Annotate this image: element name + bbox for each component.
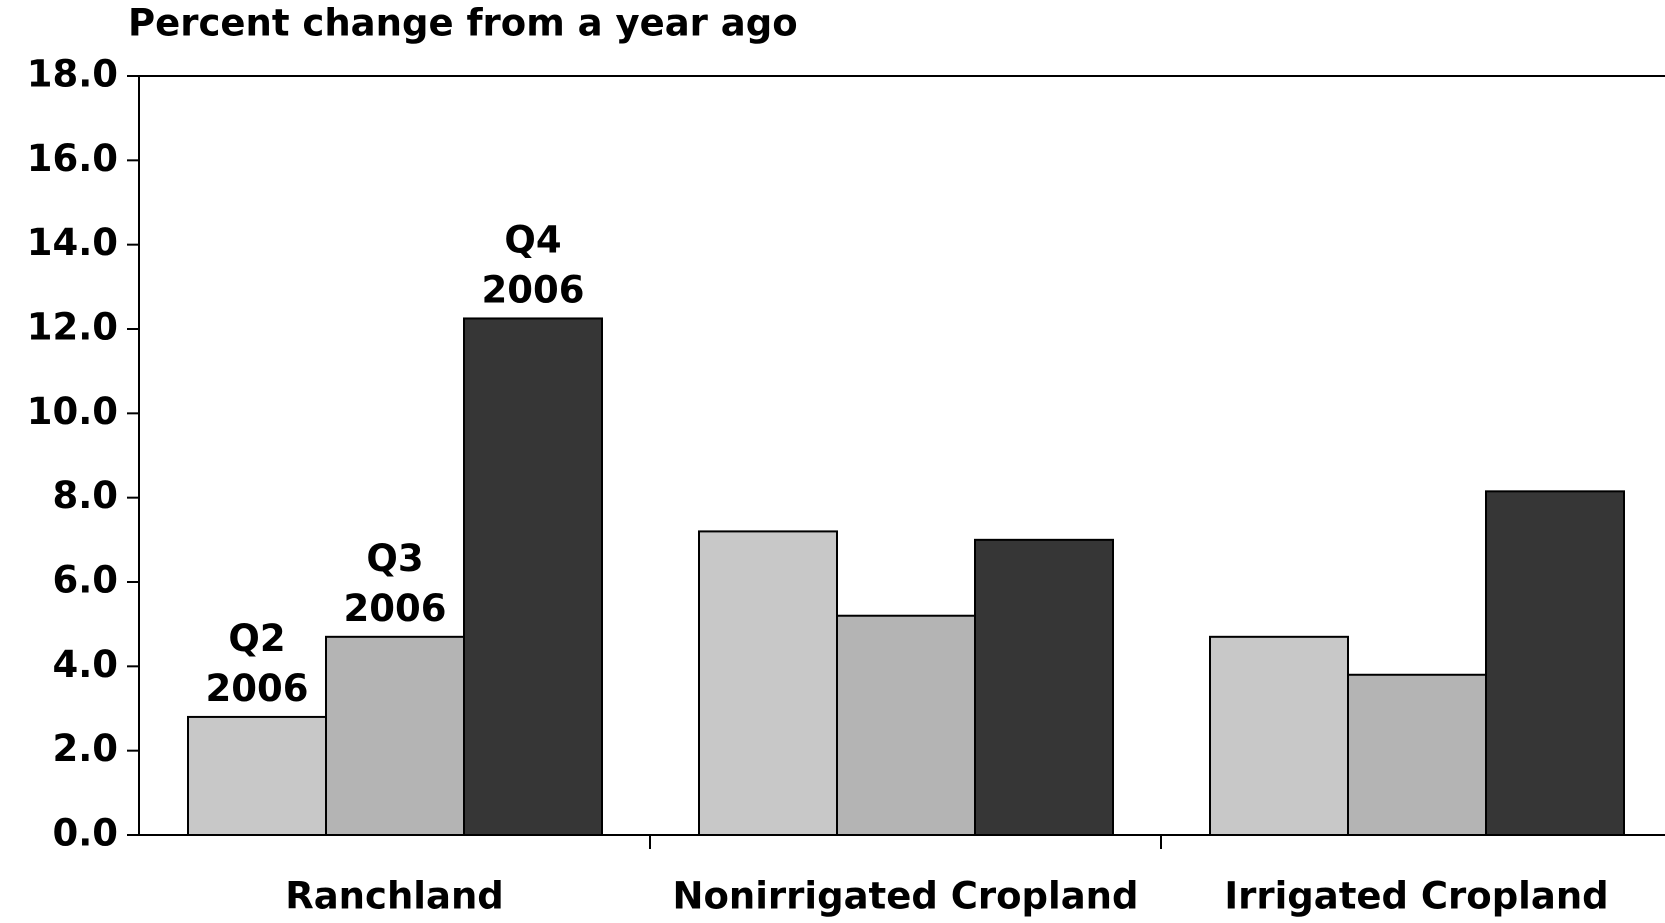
y-tick-label: 10.0 [27, 390, 118, 433]
bar [698, 530, 838, 837]
bar [463, 317, 603, 837]
chart-title: Percent change from a year ago [128, 2, 798, 45]
x-tick-label: Nonirrigated Cropland [673, 875, 1139, 918]
series-label: Q3 2006 [344, 536, 447, 629]
x-tick-label: Irrigated Cropland [1224, 875, 1608, 918]
bar [1485, 490, 1625, 836]
series-label: Q2 2006 [206, 616, 309, 709]
series-label: Q4 2006 [482, 218, 585, 311]
bar [974, 538, 1114, 836]
y-tick-label: 6.0 [52, 559, 118, 602]
y-tick-label: 14.0 [27, 221, 118, 264]
y-tick-label: 16.0 [27, 137, 118, 180]
y-tick-label: 2.0 [52, 727, 118, 770]
bar [1209, 635, 1349, 836]
y-tick-label: 4.0 [52, 643, 118, 686]
x-tick-label: Ranchland [285, 875, 504, 918]
bar [836, 614, 976, 836]
bar [1347, 673, 1487, 836]
y-tick-label: 0.0 [52, 812, 118, 855]
bar [187, 715, 327, 837]
y-tick-label: 12.0 [27, 306, 118, 349]
y-tick-label: 18.0 [27, 53, 118, 96]
bar [325, 635, 465, 836]
y-tick-label: 8.0 [52, 474, 118, 517]
